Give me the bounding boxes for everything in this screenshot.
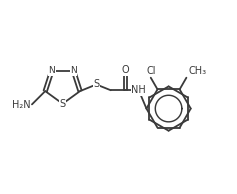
Text: N: N xyxy=(70,66,77,75)
Text: CH₃: CH₃ xyxy=(188,66,206,76)
Text: O: O xyxy=(121,65,129,75)
Text: NH: NH xyxy=(131,85,146,95)
Text: Cl: Cl xyxy=(146,66,155,76)
Text: S: S xyxy=(59,99,66,109)
Text: H₂N: H₂N xyxy=(12,100,31,110)
Text: S: S xyxy=(93,80,99,89)
Text: N: N xyxy=(49,66,55,75)
